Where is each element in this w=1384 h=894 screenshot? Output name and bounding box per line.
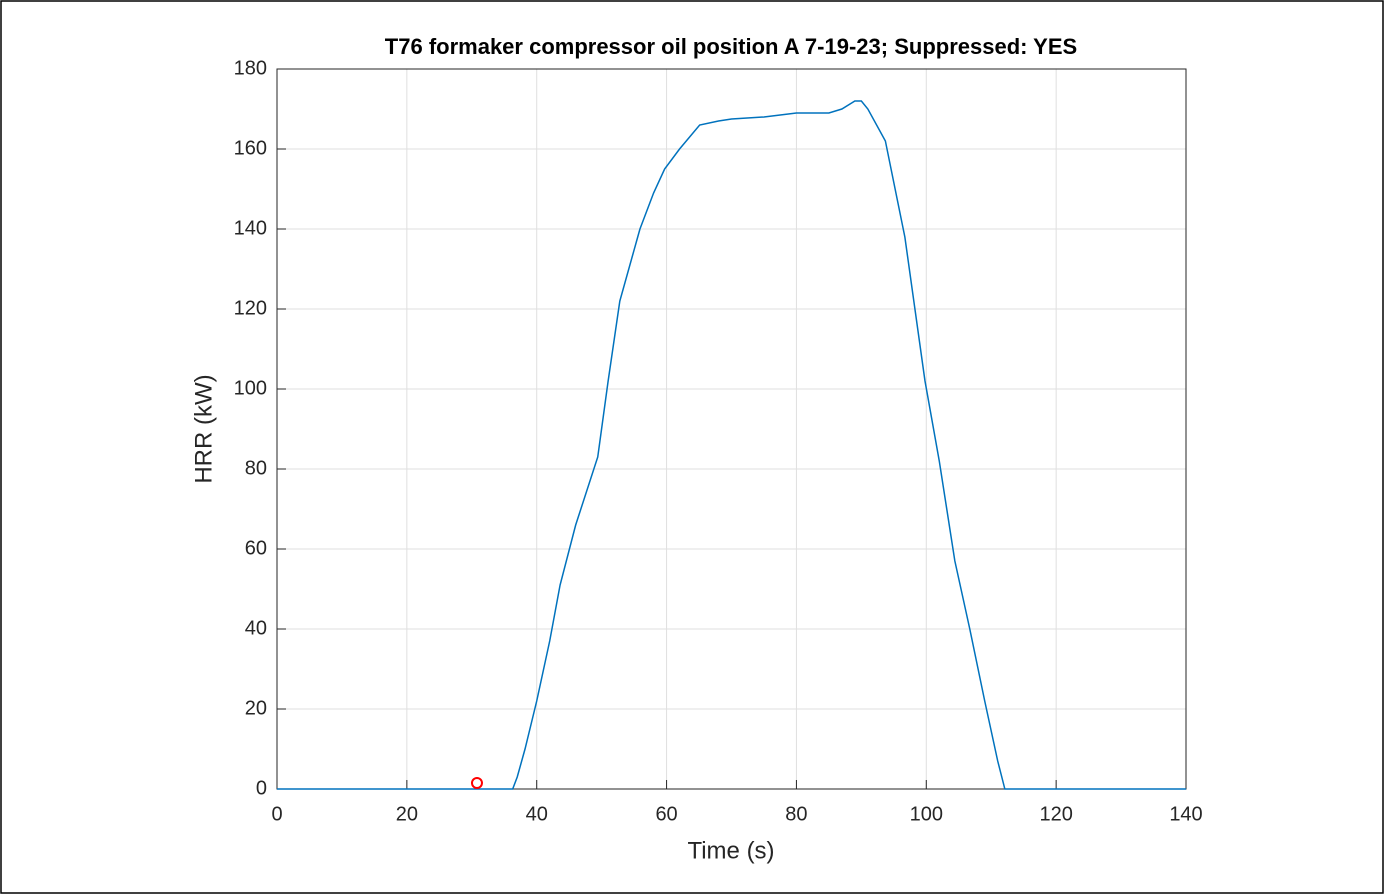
x-tick-label: 40 (526, 803, 548, 825)
y-tick-label: 20 (245, 697, 267, 719)
marker (470, 777, 483, 789)
y-tick-label: 0 (256, 777, 267, 799)
y-tick-label: 40 (245, 617, 267, 639)
x-tick-label: 120 (1039, 803, 1072, 825)
x-tick-label: 140 (1169, 803, 1202, 825)
y-tick-label: 180 (234, 57, 267, 79)
axes-box (276, 68, 1187, 790)
y-tick-label: 120 (234, 297, 267, 319)
y-tick-label: 140 (234, 217, 267, 239)
x-tick-label: 0 (271, 803, 282, 825)
chart-title: T76 formaker compressor oil position A 7… (385, 34, 1077, 59)
y-axis-label: HRR (kW) (190, 374, 217, 483)
x-axis-label: Time (s) (687, 837, 774, 864)
x-tick-label: 60 (655, 803, 677, 825)
x-tick-label: 100 (910, 803, 943, 825)
x-tick-label: 80 (785, 803, 807, 825)
data-line (277, 100, 1186, 790)
y-tick-label: 100 (234, 377, 267, 399)
y-tick-label: 80 (245, 457, 267, 479)
y-tick-label: 60 (245, 537, 267, 559)
y-tick-label: 160 (234, 137, 267, 159)
x-tick-label: 20 (396, 803, 418, 825)
